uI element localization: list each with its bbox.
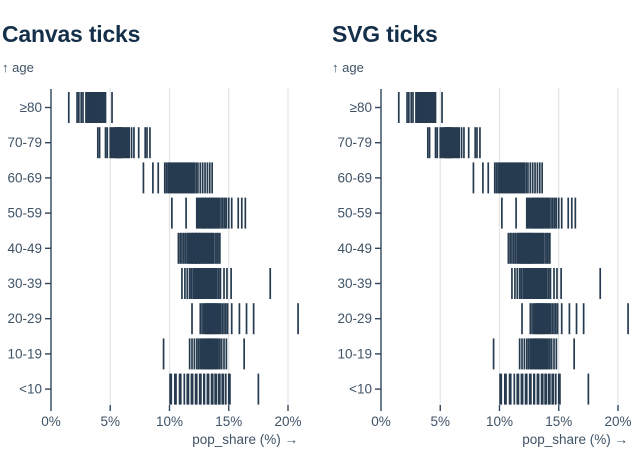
y-category-label: 40-49	[337, 241, 372, 256]
y-category-label: 60-69	[337, 170, 372, 185]
y-category-label: 10-19	[337, 346, 372, 361]
x-axis-title: pop_share (%) →	[192, 432, 298, 447]
y-category-label: 20-29	[337, 311, 372, 326]
plot-area: 0% 5% 10% 15% 20% ≥80 70-79 60-69 50-59 40-49 30-3…	[330, 84, 640, 466]
y-axis-title: ↑ age	[2, 60, 34, 75]
y-category-label: 50-59	[337, 206, 372, 221]
x-tick-label: 15%	[545, 414, 572, 429]
tick-marks-canvas	[0, 84, 314, 466]
chart-canvas-ticks: Canvas ticks ↑ age 0%5%10%15%20%≥8070-79…	[0, 21, 314, 466]
x-tick-label: 0%	[371, 414, 391, 429]
chart-title: SVG ticks	[332, 21, 438, 47]
x-tick-label: 10%	[486, 414, 513, 429]
x-tick-label: 5%	[430, 414, 450, 429]
y-category-label: 30-39	[337, 276, 372, 291]
chart-svg-ticks: SVG ticks ↑ age 0% 5% 10% 15% 20% ≥80 70-79 60-…	[330, 0, 640, 466]
chart-title: Canvas ticks	[2, 21, 141, 47]
y-category-label: ≥80	[350, 100, 372, 115]
x-axis-title: pop_share (%) →	[522, 432, 628, 447]
plot-area: 0%5%10%15%20%≥8070-7960-6950-5940-4930-3…	[0, 84, 314, 466]
plot-frame-svg: 0% 5% 10% 15% 20% ≥80 70-79 60-69 50-59 40-49 30-3…	[337, 88, 632, 429]
y-category-label: 70-79	[337, 135, 372, 150]
y-axis-title: ↑ age	[332, 60, 364, 75]
x-tick-label: 20%	[604, 414, 631, 429]
y-category-label: <10	[349, 382, 372, 397]
